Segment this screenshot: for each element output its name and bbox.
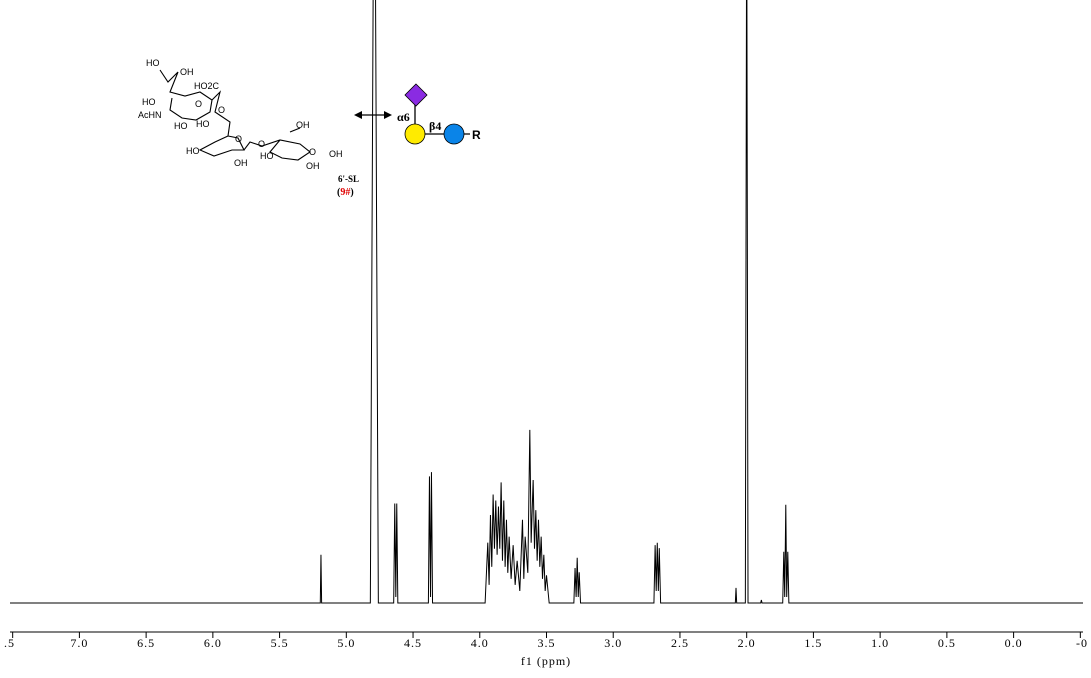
atom-label: O: [218, 105, 225, 115]
atom-label: OH: [296, 120, 310, 130]
x-tick-label: 4.5: [404, 636, 422, 650]
x-tick-label: 0.5: [938, 636, 956, 650]
x-tick-label: .5: [4, 636, 15, 650]
x-tick-label: 2.5: [671, 636, 689, 650]
x-tick-label: 0.0: [1005, 636, 1023, 650]
x-axis-label: f1 (ppm): [521, 654, 571, 668]
linkage-label: β4: [429, 119, 441, 133]
atom-label: O: [195, 99, 202, 109]
atom-label: HO: [146, 58, 160, 68]
x-tick-label: 1.0: [871, 636, 889, 650]
atom-label: HO: [142, 97, 156, 107]
aglycone: R: [472, 128, 481, 142]
bond: [159, 69, 213, 121]
atom-label: OH: [306, 161, 320, 171]
x-tick-label: 4.0: [471, 636, 489, 650]
x-tick-label: 5.5: [271, 636, 289, 650]
atom-label: O: [258, 139, 265, 149]
paren: (: [337, 187, 341, 198]
number: 9#: [340, 187, 350, 198]
x-tick-label: 6.0: [204, 636, 222, 650]
x-tick-label: 3.5: [538, 636, 556, 650]
atom-label: OH: [180, 67, 194, 77]
galactose: [404, 123, 426, 145]
atom-label: O: [235, 134, 242, 144]
atom-label: HO: [174, 121, 188, 131]
x-tick-label: 7.0: [70, 636, 88, 650]
compound-name: 6'-SL: [338, 174, 359, 184]
x-tick-label: 6.5: [137, 636, 155, 650]
x-tick-label: 3.0: [604, 636, 622, 650]
atom-label: O: [309, 147, 316, 157]
atom-label: HO: [196, 119, 210, 129]
sialic-acid: [404, 83, 428, 107]
atom-label: HO: [186, 146, 200, 156]
molecule: HO OH HO2C HO AcHN HO O O HO O O OH HO O…: [138, 58, 359, 198]
compound-number: (9#): [337, 187, 354, 198]
glycan: α6 β4 R: [397, 83, 481, 145]
bond: [227, 135, 245, 151]
x-tick-label: -0: [1076, 636, 1088, 650]
x-tick-label: 1.5: [804, 636, 822, 650]
atom-label: HO: [260, 151, 274, 161]
spectrum: [10, 0, 1083, 604]
atom-label: AcHN: [138, 110, 162, 120]
linkage-label: α6: [397, 110, 410, 124]
x-tick-label: 5.0: [337, 636, 355, 650]
paren: ): [350, 187, 353, 198]
bond: [289, 127, 301, 133]
atom-label: OH: [329, 149, 343, 159]
glucose: [443, 123, 465, 145]
atom-label: OH: [234, 158, 248, 168]
atom-label: HO2C: [194, 81, 220, 91]
bond: [198, 90, 311, 161]
x-tick-label: 2.0: [738, 636, 756, 650]
